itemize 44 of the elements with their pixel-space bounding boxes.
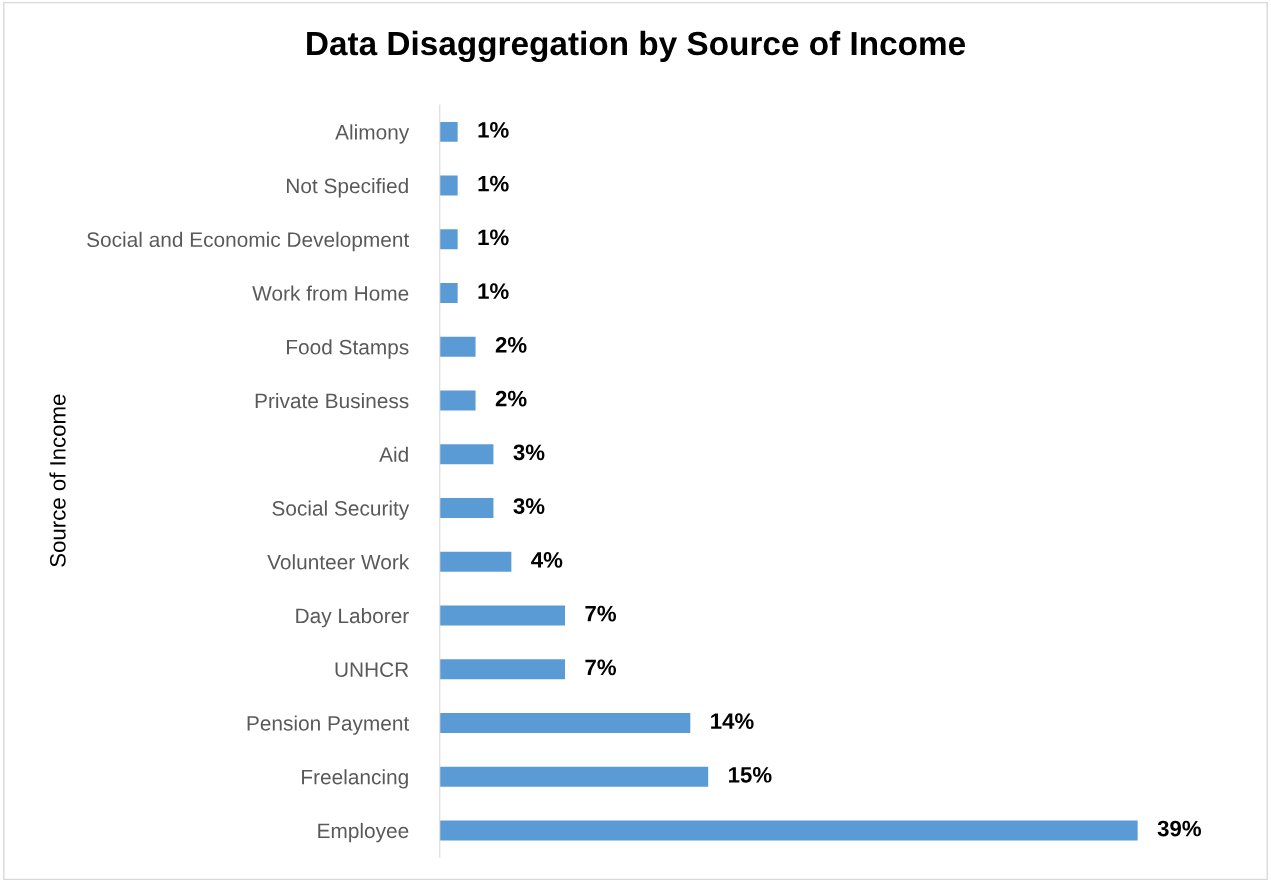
y-tick-label: Social and Economic Development — [87, 231, 410, 252]
bar — [439, 713, 691, 733]
y-tick-label: Aid — [379, 446, 408, 463]
y-tick-label: Day Laborer — [296, 607, 409, 628]
bar — [439, 605, 566, 626]
data-label: 1% — [478, 283, 509, 299]
data-label: 1% — [478, 229, 509, 246]
y-tick-label: Freelancing — [302, 769, 408, 789]
bar — [439, 659, 566, 680]
bar — [439, 229, 458, 250]
y-tick-label: Food Stamps — [287, 339, 409, 359]
data-label: 39% — [1157, 820, 1201, 837]
bar — [439, 498, 494, 518]
y-tick-label: Volunteer Work — [267, 554, 410, 570]
data-label: 2% — [495, 337, 527, 353]
data-label: 15% — [729, 766, 772, 783]
data-label: 2% — [495, 390, 527, 407]
bar — [439, 820, 1138, 841]
y-tick-label: Pension Payment — [247, 715, 410, 735]
chart-title: Data Disaggregation by Source of Income — [307, 30, 966, 63]
bar — [439, 175, 458, 196]
y-tick-label: Employee — [318, 822, 409, 843]
data-label: 3% — [513, 444, 545, 461]
y-tick-label: Social Security — [272, 500, 410, 520]
data-label: 3% — [513, 498, 545, 514]
bar — [439, 551, 512, 572]
bar — [439, 766, 709, 787]
data-label: 7% — [585, 659, 617, 676]
data-label: 4% — [531, 552, 563, 568]
y-tick-label: Private Business — [255, 392, 409, 409]
bar — [439, 444, 494, 465]
bar — [439, 283, 458, 303]
y-axis-title: Source of Income — [49, 394, 66, 567]
data-label: 14% — [711, 713, 754, 729]
y-tick-label: Work from Home — [252, 285, 409, 301]
data-label: 1% — [478, 122, 509, 138]
data-label: 7% — [585, 605, 617, 622]
y-tick-label: Alimony — [335, 124, 410, 144]
y-tick-label: UNHCR — [335, 662, 409, 677]
bar — [439, 336, 476, 357]
data-label: 1% — [478, 175, 509, 192]
bar — [439, 121, 458, 142]
bar — [439, 390, 476, 411]
y-tick-label: Not Specified — [287, 178, 408, 198]
